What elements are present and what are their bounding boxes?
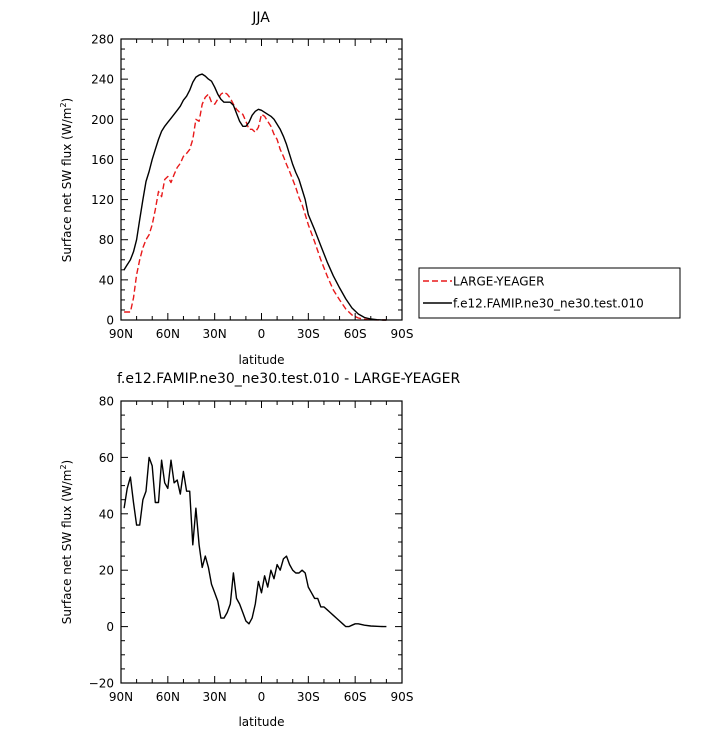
- y-axis-label-text: Surface net SW flux (W/m: [60, 470, 74, 625]
- y-tick-label: 60: [99, 451, 114, 465]
- y-axis-label-close: ): [60, 460, 74, 465]
- y-axis-label-superscript: 2: [59, 464, 68, 469]
- chart-title: JJA: [251, 10, 270, 26]
- plot-frame: [120, 38, 403, 321]
- x-tick-label: 90N: [109, 327, 133, 341]
- y-tick-label: 280: [91, 33, 114, 47]
- y-tick-label: 40: [99, 507, 114, 521]
- y-tick-label: 80: [99, 395, 114, 409]
- y-axis-label: Surface net SW flux (W/m2): [59, 460, 74, 624]
- chart-panel-1: JJA 90N 60N 30N 0 30S 60S 90S 0 40 80 120 160 200 240 2…: [59, 10, 681, 367]
- series-line-1: [124, 91, 387, 321]
- y-axis-label-close: ): [60, 98, 74, 103]
- x-tick-label: 90S: [391, 690, 414, 704]
- x-tick-label: 60N: [156, 327, 180, 341]
- x-tick-label: 60S: [344, 327, 367, 341]
- y-tick-label: 20: [99, 564, 114, 578]
- x-tick-label: 30S: [297, 690, 320, 704]
- y-tick-label: 120: [91, 193, 114, 207]
- series-line-2: [123, 73, 387, 321]
- legend-entry-1: LARGE-YEAGER: [453, 275, 544, 289]
- chart-title: f.e12.FAMIP.ne30_ne30.test.010 - LARGE-Y…: [117, 371, 460, 387]
- y-tick-label: 0: [106, 620, 114, 634]
- x-tick-label: 90N: [109, 690, 133, 704]
- legend-entry-2: f.e12.FAMIP.ne30_ne30.test.010: [453, 297, 644, 311]
- y-tick-label: 160: [91, 153, 114, 167]
- x-tick-label: 0: [258, 327, 266, 341]
- x-tick-label: 60S: [344, 690, 367, 704]
- y-axis-label-superscript: 2: [59, 102, 68, 107]
- legend: LARGE-YEAGER f.e12.FAMIP.ne30_ne30.test.0…: [418, 267, 681, 319]
- series-line-1: [123, 456, 387, 628]
- x-tick-label: 60N: [156, 690, 180, 704]
- x-tick-label: 90S: [391, 327, 414, 341]
- x-tick-label: 30N: [203, 327, 227, 341]
- x-axis-label: latitude: [238, 353, 284, 367]
- x-tick-label: 30N: [203, 690, 227, 704]
- y-tick-label: 80: [99, 233, 114, 247]
- y-tick-label: 200: [91, 113, 114, 127]
- x-axis-label: latitude: [238, 715, 284, 729]
- x-tick-label: 30S: [297, 327, 320, 341]
- y-axis-label: Surface net SW flux (W/m2): [59, 98, 74, 262]
- x-tick-label: 0: [258, 690, 266, 704]
- y-axis-label-text: Surface net SW flux (W/m: [60, 108, 74, 263]
- y-tick-label: −20: [89, 677, 114, 691]
- legend-box: [418, 267, 681, 319]
- y-tick-label: 240: [91, 73, 114, 87]
- chart-panel-2: f.e12.FAMIP.ne30_ne30.test.010 - LARGE-Y…: [59, 371, 460, 729]
- y-tick-label: 40: [99, 273, 114, 287]
- plot-frame: [120, 400, 403, 684]
- y-tick-label: 0: [106, 314, 114, 328]
